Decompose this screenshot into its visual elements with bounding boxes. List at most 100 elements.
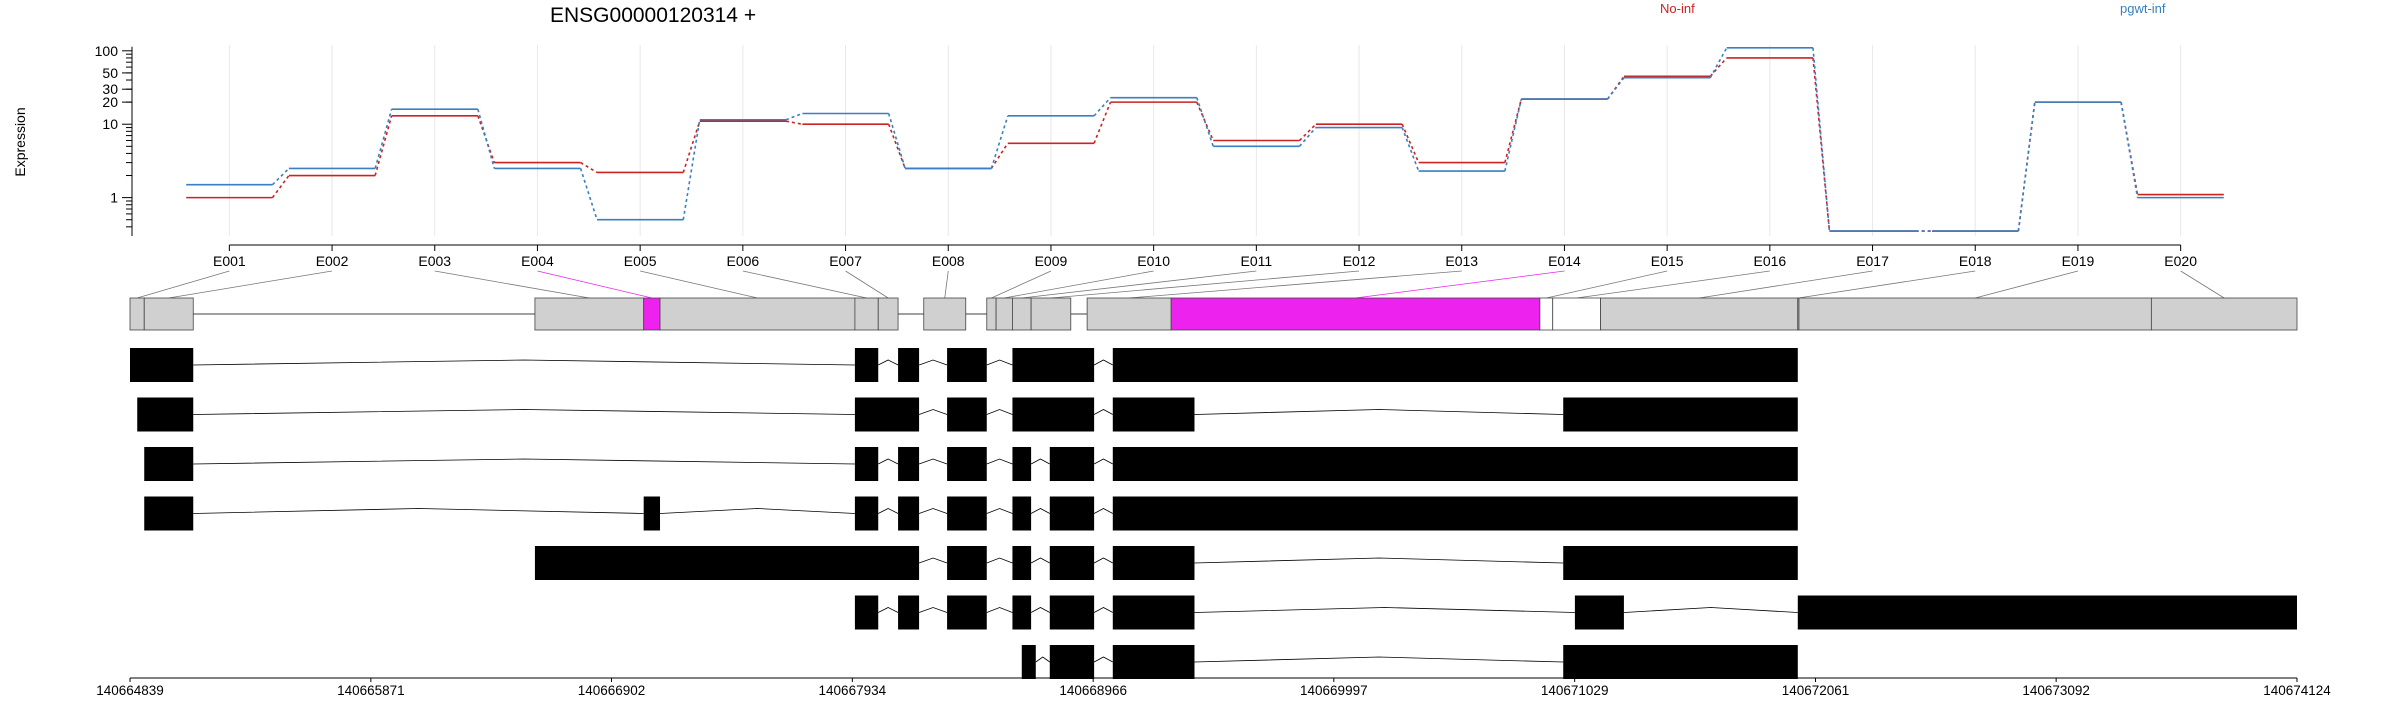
x-tick-label: E018 [1959, 253, 1992, 269]
coord-tick-label: 140674124 [2263, 683, 2331, 698]
transcripts [130, 348, 2297, 679]
x-tick-label: E003 [418, 253, 451, 269]
x-tick-label: E019 [2062, 253, 2095, 269]
genomic-coordinate-axis: 140664839 140665871 140666902 140667934 1406… [96, 677, 2331, 698]
series-1-connector [887, 123, 906, 169]
series-2-connector [579, 168, 598, 220]
x-tick-label: E020 [2164, 253, 2197, 269]
legend-no-inf: No-inf [1660, 1, 1695, 16]
transcript-4-intron [193, 508, 644, 514]
transcript-5-exon [534, 546, 920, 580]
transcript-6-intron [1623, 607, 1798, 613]
series-2-connector [2017, 102, 2036, 232]
connector-e003 [434, 270, 590, 299]
transcript-2-exon [1012, 397, 1095, 432]
connector-e016 [1576, 270, 1770, 299]
series-2-connector [990, 115, 1009, 169]
series-2-connector [1504, 98, 1523, 172]
exon-e015 [1539, 297, 1554, 331]
transcript-1-exon [898, 348, 920, 382]
transcript-1-intron [918, 359, 948, 366]
series-2-connector [1709, 47, 1728, 79]
x-tick-label: E015 [1651, 253, 1684, 269]
transcript-7-exon [1112, 645, 1195, 679]
transcript-3-intron [1030, 458, 1050, 465]
coord-tick-label: 140668966 [1059, 683, 1127, 698]
exon-e007 [877, 297, 899, 331]
connector-e010 [1004, 270, 1154, 299]
transcript-3-intron [878, 458, 899, 465]
transcript-4-intron [660, 508, 855, 514]
series-2-connector [477, 109, 496, 169]
transcript-6-exon [947, 595, 987, 630]
transcript-6-exon [1574, 595, 1624, 630]
y-tick-label: 50 [102, 65, 118, 81]
y-tick-label: 20 [102, 94, 118, 110]
transcript-6-intron [986, 607, 1013, 613]
series-1-connector [1093, 101, 1112, 144]
connector-e011 [1021, 270, 1257, 299]
exon-e011 [1012, 297, 1032, 331]
coord-tick-label: 140667934 [819, 683, 887, 698]
transcript-2-intron [1093, 409, 1113, 415]
transcript-3-intron [193, 458, 855, 465]
transcript-5-exon [1112, 546, 1195, 580]
series-2-connector [1093, 97, 1112, 117]
transcript-2-intron [986, 409, 1013, 415]
transcript-4-intron [1093, 508, 1113, 514]
transcript-4-exon [144, 496, 194, 531]
x-tick-label: E013 [1445, 253, 1478, 269]
transcript-1-intron [193, 359, 855, 366]
transcript-1-exon [1012, 348, 1095, 382]
connector-e014 [1355, 270, 1565, 299]
transcript-3-intron [1093, 458, 1113, 465]
transcript-1-intron [986, 359, 1013, 366]
transcript-5-intron [986, 557, 1013, 564]
x-tick-label: E006 [726, 253, 759, 269]
transcript-2-exon [1563, 397, 1798, 432]
transcript-7-intron [1035, 656, 1051, 663]
chart-title: ENSG00000120314 + [550, 4, 756, 27]
transcript-6-intron [1194, 607, 1575, 613]
x-tick-label: E012 [1343, 253, 1376, 269]
exon-e006 [854, 297, 879, 331]
transcript-2-intron [193, 409, 855, 415]
connector-e015 [1546, 270, 1668, 299]
y-axis-label: Expression [12, 107, 28, 176]
x-tick-label: E010 [1137, 253, 1170, 269]
transcript-4-exon [1112, 496, 1798, 531]
vertical-grid [228, 45, 2182, 236]
transcript-1-exon [1112, 348, 1798, 382]
x-tick-label: E008 [932, 253, 965, 269]
expression-lines [186, 46, 2224, 232]
transcript-6-exon [1049, 595, 1095, 630]
transcript-3-exon [1049, 447, 1095, 481]
series-2-connector [271, 167, 290, 186]
transcript-1-intron [878, 359, 899, 366]
transcript-2-exon [854, 397, 920, 432]
y-tick-label: 10 [102, 116, 118, 132]
transcript-4-intron [918, 508, 948, 514]
connector-e006 [742, 270, 867, 299]
legend-pgwt-inf: pgwt-inf [2120, 1, 2166, 16]
exon-e017 [1600, 297, 1799, 331]
transcript-6-exon [898, 595, 920, 630]
series-2-connector [374, 109, 393, 169]
transcript-4-exon [643, 496, 661, 531]
transcript-2-exon [137, 397, 194, 432]
series-1-connector [1504, 98, 1523, 163]
gene-model [129, 297, 2298, 331]
x-tick-label: E005 [624, 253, 657, 269]
connector-e018 [1798, 270, 1976, 299]
coord-tick-label: 140672061 [1782, 683, 1850, 698]
series-1-connector [1709, 57, 1728, 77]
x-tick-label: E001 [213, 253, 246, 269]
transcript-5-intron [918, 557, 948, 564]
transcript-3-exon [1112, 447, 1798, 481]
transcript-6-exon [1112, 595, 1195, 630]
transcript-4-intron [1030, 508, 1050, 514]
series-1-connector [580, 161, 598, 174]
x-tick-label: E002 [316, 253, 349, 269]
